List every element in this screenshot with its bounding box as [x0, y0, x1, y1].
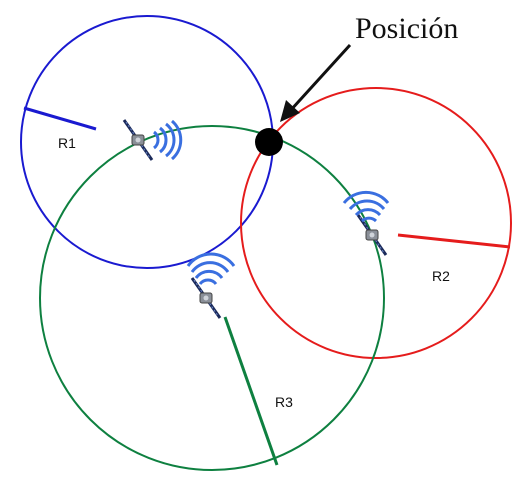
- arrow-icon: [280, 43, 352, 122]
- position-dot: [255, 128, 283, 156]
- signal-waves-icon: [152, 119, 183, 161]
- radius-label-r2: R2: [432, 268, 450, 284]
- signal-waves-icon: [186, 252, 236, 286]
- satellite-1: [122, 118, 183, 162]
- radius-line-r1: [23, 106, 97, 131]
- satellite-3: [186, 252, 236, 320]
- position-label: Posición: [355, 12, 458, 45]
- radius-label-r1: R1: [58, 135, 76, 151]
- radius-line-r2: [397, 233, 511, 249]
- signal-waves-icon: [342, 190, 390, 223]
- range-circle-r3: [39, 125, 385, 471]
- radius-label-r3: R3: [275, 394, 293, 410]
- range-circle-r2: [240, 87, 512, 359]
- radius-line-r3: [223, 316, 279, 466]
- satellite-2: [342, 190, 390, 257]
